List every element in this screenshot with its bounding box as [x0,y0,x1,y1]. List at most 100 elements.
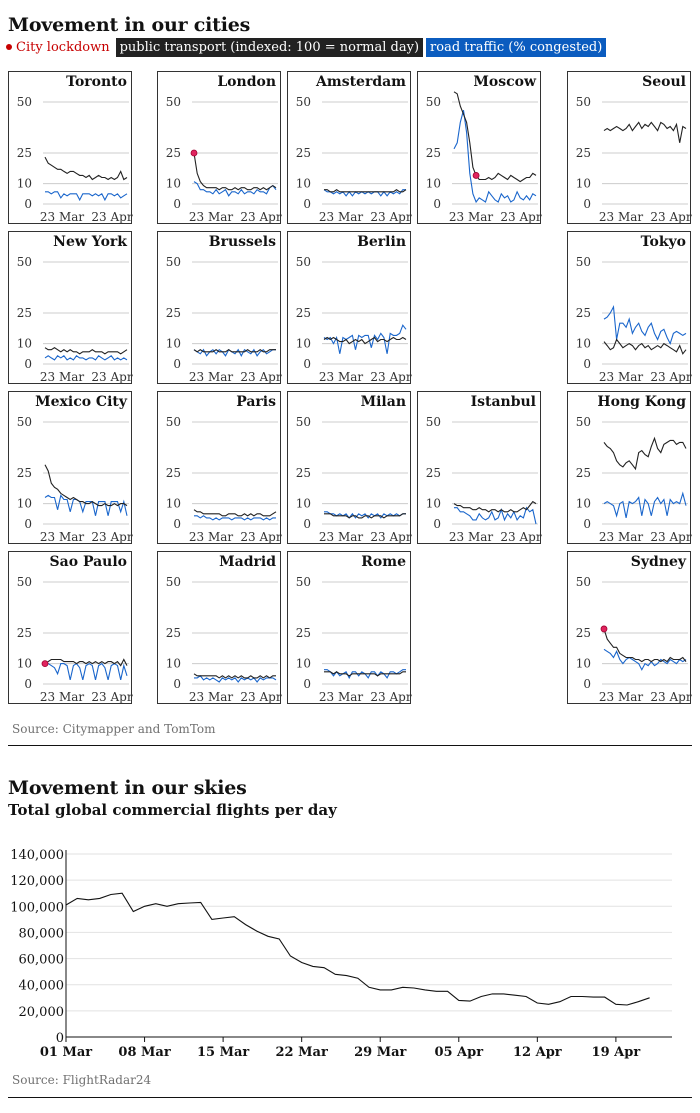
panel-sao-paulo-chart: 0 10 25 50 23 Mar 23 Apr [17,575,133,704]
y-tick-label-50: 50 [17,255,32,269]
public-transport-line [193,509,277,517]
panel-toronto-chart: 0 10 25 50 23 Mar 23 Apr [17,95,133,224]
x-tick-label-0: 23 Mar [189,210,234,224]
x-tick-label-1: 23 Apr [240,690,281,704]
road-traffic-line [324,511,406,519]
x-tick-label-0: 23 Mar [189,530,234,544]
flights-line [65,892,650,1006]
y-tick-label-10: 10 [17,177,32,191]
flights-y-tick-label: 60,000 [19,953,65,968]
x-tick-label-1: 23 Apr [650,690,691,704]
y-tick-label-25: 25 [17,146,32,160]
y-tick-label-10: 10 [296,497,311,511]
y-tick-label-50: 50 [17,415,32,429]
y-tick-label-10: 10 [576,177,591,191]
public-transport-line [603,628,687,663]
y-tick-label-25: 25 [166,626,181,640]
x-tick-label-1: 23 Apr [650,370,691,384]
panel-paris-chart: 0 10 25 50 23 Mar 23 Apr [166,415,282,544]
y-tick-label-0: 0 [24,677,32,691]
x-tick-label-1: 23 Apr [370,370,411,384]
x-tick-label-0: 23 Mar [40,210,85,224]
y-tick-label-25: 25 [576,466,591,480]
y-tick-label-10: 10 [166,657,181,671]
public-transport-line [453,500,537,513]
panel-moscow-chart: 0 10 25 50 23 Mar 23 Apr [426,91,542,224]
y-tick-label-25: 25 [576,306,591,320]
lockdown-marker [472,172,480,179]
public-transport-line [603,121,687,143]
public-transport-line [44,464,128,507]
legend-lockdown: City lockdown [6,40,113,55]
panel-amsterdam-chart: 0 10 25 50 23 Mar 23 Apr [296,95,412,224]
panel-istanbul: 0 10 25 50 23 Mar 23 Apr Istanbul [417,391,542,544]
cities-title: Movement in our cities [8,14,251,36]
flights-subtitle: Total global commercial flights per day [8,801,337,819]
flights-y-tick-label: 20,000 [19,1005,65,1020]
lockdown-marker [190,149,198,157]
y-tick-label-50: 50 [426,95,441,109]
y-tick-label-0: 0 [583,357,591,371]
y-tick-label-50: 50 [296,255,311,269]
y-tick-label-0: 0 [583,677,591,691]
y-tick-label-25: 25 [576,146,591,160]
y-tick-label-0: 0 [173,197,181,211]
x-tick-label-1: 23 Apr [650,210,691,224]
road-traffic-line [194,515,276,521]
flights-x-tick-label: 05 Apr [434,1045,483,1060]
road-traffic-line [45,662,128,681]
y-tick-label-10: 10 [296,337,311,351]
road-traffic-line [323,189,406,197]
y-tick-label-25: 25 [17,626,32,640]
lockdown-dot-icon [6,44,12,50]
y-tick-label-25: 25 [296,626,311,640]
x-tick-label-1: 23 Apr [91,690,132,704]
y-tick-label-50: 50 [166,415,181,429]
city-label: Sao Paulo [49,554,127,570]
city-label: Sydney [630,554,686,570]
x-tick-label-1: 23 Apr [91,370,132,384]
y-tick-label-50: 50 [576,95,591,109]
flights-title: Movement in our skies [8,777,247,799]
public-transport-line [453,91,537,183]
y-tick-label-0: 0 [303,517,311,531]
legend-lockdown-label: City lockdown [16,39,110,55]
panel-tokyo: 0 10 25 50 23 Mar 23 Apr Tokyo [567,231,692,384]
y-tick-label-25: 25 [296,306,311,320]
road-traffic-line [603,491,687,519]
y-tick-label-10: 10 [296,177,311,191]
y-tick-label-0: 0 [303,197,311,211]
public-transport-line [324,189,407,193]
flights-x-tick-label: 22 Mar [276,1045,328,1060]
panel-istanbul-chart: 0 10 25 50 23 Mar 23 Apr [426,415,542,544]
x-tick-label-1: 23 Apr [370,690,411,704]
x-tick-label-0: 23 Mar [319,690,364,704]
city-label: Mexico City [35,394,127,410]
x-tick-label-1: 23 Apr [650,530,691,544]
y-tick-label-50: 50 [576,575,591,589]
y-tick-label-25: 25 [17,466,32,480]
panel-brussels: 0 10 25 50 23 Mar 23 Apr Brussels [157,231,282,384]
y-tick-label-0: 0 [433,197,441,211]
y-tick-label-10: 10 [17,337,32,351]
lockdown-marker [600,625,608,633]
x-tick-label-0: 23 Mar [40,530,85,544]
panel-paris: 0 10 25 50 23 Mar 23 Apr Paris [157,391,282,544]
road-traffic-line [603,305,687,346]
y-tick-label-50: 50 [17,575,32,589]
y-tick-label-10: 10 [166,337,181,351]
panel-rome-chart: 0 10 25 50 23 Mar 23 Apr [296,575,412,704]
x-tick-label-1: 23 Apr [91,530,132,544]
y-tick-label-25: 25 [166,466,181,480]
panel-berlin: 0 10 25 50 23 Mar 23 Apr Berlin [287,231,412,384]
public-transport-line [324,671,406,677]
section-divider [8,745,692,746]
y-tick-label-10: 10 [17,497,32,511]
city-label: Seoul [642,74,686,90]
y-tick-label-10: 10 [576,657,591,671]
panel-mexico-city-chart: 0 10 25 50 23 Mar 23 Apr [17,415,133,544]
flights-source: Source: FlightRadar24 [12,1073,152,1087]
x-tick-label-0: 23 Mar [449,530,494,544]
panel-new-york: 0 10 25 50 23 Mar 23 Apr New York [8,231,133,384]
road-traffic-line [45,191,128,202]
